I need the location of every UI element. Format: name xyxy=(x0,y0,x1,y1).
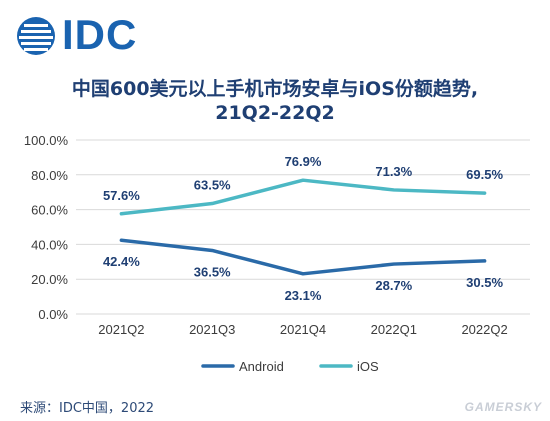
data-label: 63.5% xyxy=(194,178,231,193)
data-label: 42.4% xyxy=(103,254,140,269)
data-label: 71.3% xyxy=(375,164,412,179)
x-tick-label: 2021Q2 xyxy=(98,322,144,337)
y-tick-label: 40.0% xyxy=(31,237,68,252)
chart-subtitle: 21Q2-22Q2 xyxy=(215,102,335,124)
data-label: 23.1% xyxy=(285,288,322,303)
data-label: 36.5% xyxy=(194,264,231,279)
data-label: 28.7% xyxy=(375,278,412,293)
data-point xyxy=(210,248,214,252)
data-point xyxy=(301,272,305,276)
data-point xyxy=(210,202,214,206)
data-point xyxy=(483,191,487,195)
y-tick-label: 20.0% xyxy=(31,272,68,287)
data-label: 76.9% xyxy=(285,154,322,169)
data-label: 30.5% xyxy=(466,275,503,290)
data-label: 57.6% xyxy=(103,188,140,203)
data-point xyxy=(392,262,396,266)
chart-title: 中国600美元以上手机市场安卓与iOS份额趋势, xyxy=(71,78,479,100)
y-tick-label: 100.0% xyxy=(24,133,69,148)
source-note: 来源：IDC中国，2022 xyxy=(20,401,155,416)
legend-label: iOS xyxy=(357,359,379,374)
x-tick-label: 2021Q3 xyxy=(189,322,235,337)
data-point xyxy=(301,178,305,182)
data-point xyxy=(392,188,396,192)
data-point xyxy=(119,238,123,242)
series-line-android xyxy=(119,238,487,276)
data-point xyxy=(483,259,487,263)
logo-text: IDC xyxy=(62,11,138,58)
x-tick-label: 2021Q4 xyxy=(280,322,326,337)
globe-icon xyxy=(17,17,55,55)
watermark: GAMERSKY xyxy=(464,400,542,414)
x-tick-label: 2022Q1 xyxy=(371,322,417,337)
data-point xyxy=(119,212,123,216)
data-label: 69.5% xyxy=(466,167,503,182)
series-line-ios xyxy=(119,178,487,216)
y-tick-label: 80.0% xyxy=(31,168,68,183)
y-tick-label: 60.0% xyxy=(31,203,68,218)
x-tick-label: 2022Q2 xyxy=(461,322,507,337)
legend-label: Android xyxy=(239,359,284,374)
y-tick-label: 0.0% xyxy=(38,307,68,322)
